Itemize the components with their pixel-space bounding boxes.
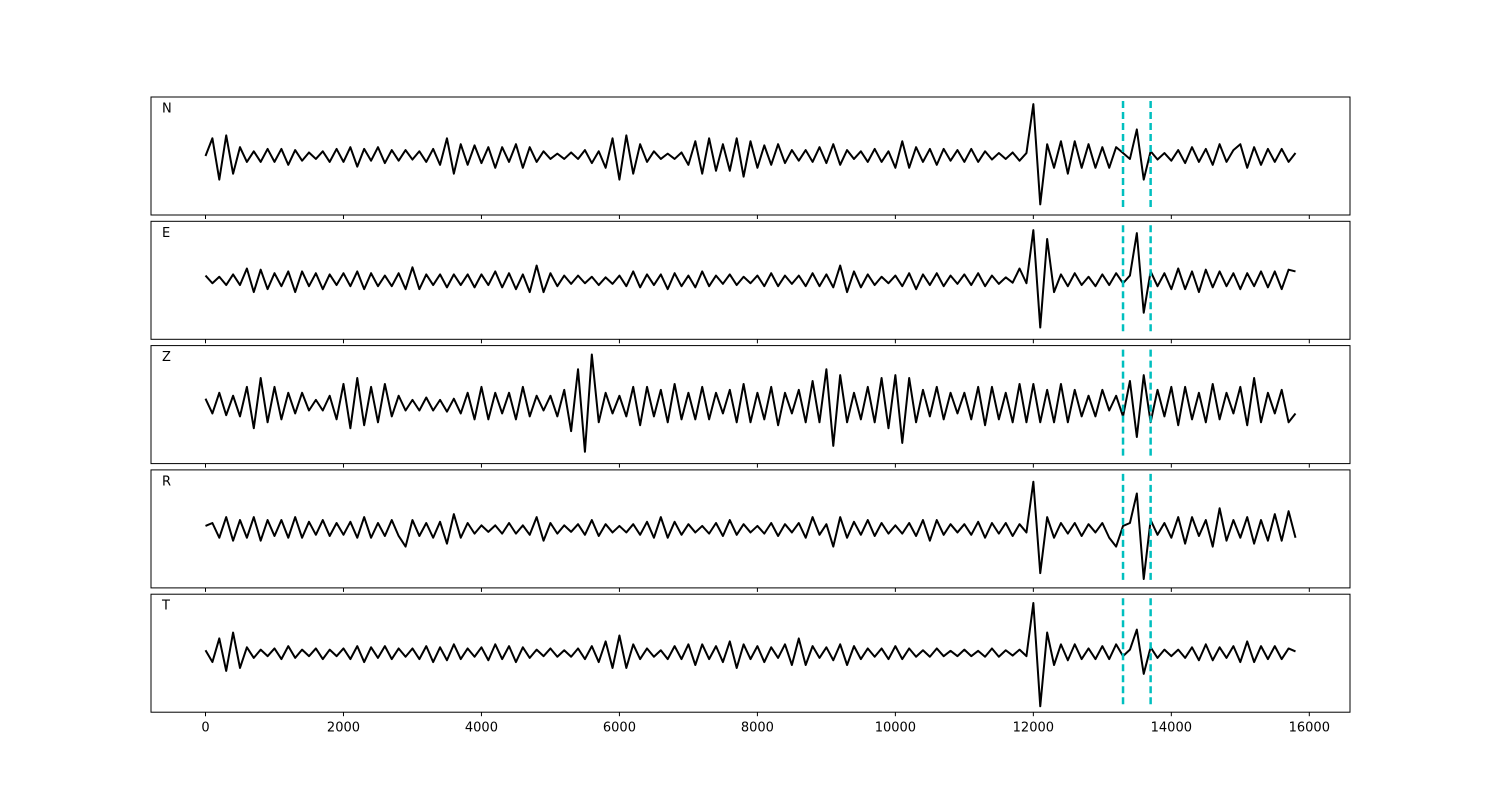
panel-label: Z (162, 350, 171, 365)
trace (204, 353, 1297, 453)
panel-label: T (161, 599, 170, 614)
trace (204, 602, 1296, 708)
x-tick-label: 8000 (741, 721, 774, 736)
trace (204, 103, 1297, 206)
x-tick-label: 2000 (327, 721, 360, 736)
x-tick-label: 10000 (875, 721, 916, 736)
panel-label: N (162, 102, 172, 117)
x-tick-label: 6000 (603, 721, 636, 736)
x-tick-label: 14000 (1151, 721, 1192, 736)
x-tick-label: 16000 (1289, 721, 1330, 736)
panel-frame (150, 220, 1351, 340)
x-tick-label: 12000 (1013, 721, 1054, 736)
x-tick-label: 4000 (465, 721, 498, 736)
trace (205, 480, 1297, 581)
x-tick-label: 0 (201, 721, 209, 736)
panel-label: R (162, 474, 171, 489)
panel-frame (150, 469, 1351, 589)
panel-frame (150, 593, 1351, 713)
panel-label: E (162, 226, 170, 241)
trace (204, 229, 1296, 329)
panel-frame (150, 345, 1351, 465)
panel-frame (150, 96, 1351, 216)
